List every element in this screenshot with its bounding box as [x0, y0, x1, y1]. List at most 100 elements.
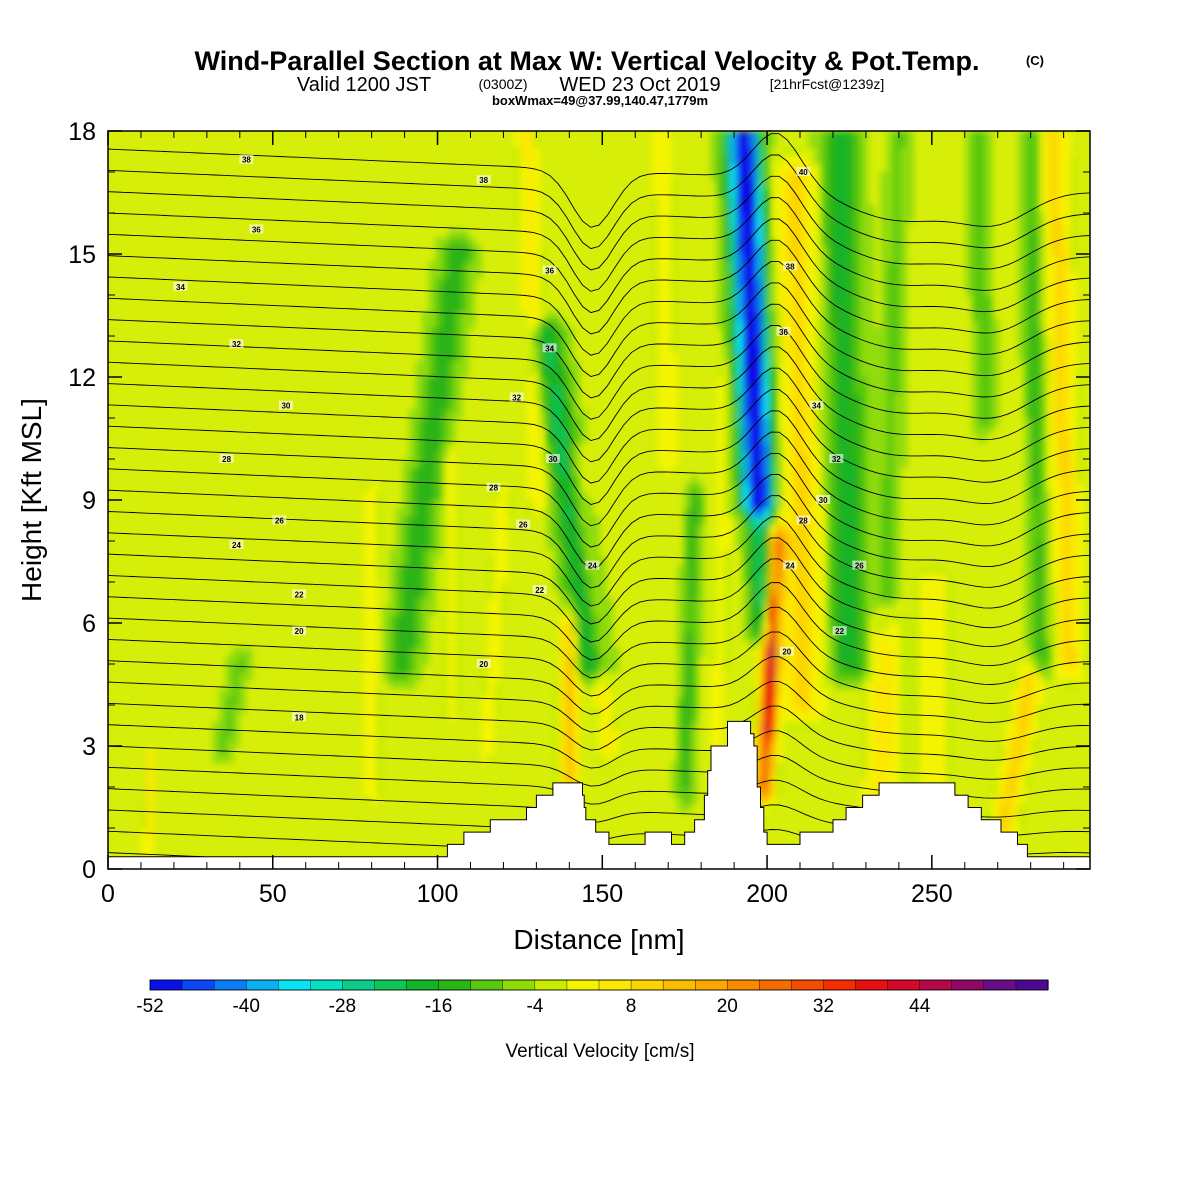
- velocity-cell: [893, 688, 901, 698]
- velocity-cell: [815, 418, 823, 427]
- velocity-cell: [762, 262, 770, 271]
- velocity-cell: [396, 672, 404, 681]
- velocity-cell: [762, 204, 770, 214]
- velocity-cell: [887, 319, 895, 329]
- velocity-cell: [854, 541, 862, 550]
- velocity-cell: [749, 377, 757, 386]
- colorbar-tick-label: 32: [813, 996, 834, 1017]
- velocity-cell: [729, 319, 737, 329]
- velocity-cell: [710, 541, 718, 550]
- velocity-cell: [428, 418, 436, 427]
- velocity-cell: [795, 360, 803, 370]
- velocity-cell: [389, 655, 397, 665]
- velocity-cell: [919, 639, 927, 649]
- velocity-cell: [736, 196, 744, 206]
- velocity-cell: [1024, 352, 1032, 362]
- velocity-cell: [762, 778, 770, 788]
- velocity-cell: [867, 327, 875, 337]
- velocity-cell: [690, 647, 698, 657]
- velocity-cell: [769, 475, 777, 485]
- velocity-cell: [1004, 770, 1012, 780]
- velocity-cell: [808, 508, 816, 517]
- velocity-cell: [566, 483, 574, 493]
- velocity-cell: [893, 286, 901, 296]
- velocity-cell: [834, 680, 842, 690]
- velocity-cell: [651, 131, 659, 140]
- velocity-cell: [985, 418, 993, 427]
- velocity-cell: [749, 139, 757, 148]
- velocity-cell: [887, 303, 895, 312]
- velocity-cell: [723, 647, 731, 657]
- velocity-cell: [487, 721, 495, 731]
- velocity-cell: [232, 647, 240, 657]
- velocity-cell: [716, 557, 724, 567]
- velocity-cell: [808, 557, 816, 567]
- velocity-cell: [1031, 139, 1039, 148]
- velocity-cell: [834, 180, 842, 189]
- velocity-cell: [1076, 434, 1084, 444]
- velocity-cell: [1057, 278, 1065, 288]
- velocity-cell: [657, 377, 665, 386]
- velocity-cell: [867, 221, 875, 230]
- velocity-cell: [782, 434, 790, 444]
- velocity-cell: [1037, 614, 1045, 624]
- velocity-cell: [1070, 221, 1078, 230]
- velocity-cell: [684, 696, 692, 706]
- velocity-cell: [1024, 270, 1032, 280]
- velocity-cell: [448, 631, 456, 640]
- velocity-cell: [867, 426, 875, 435]
- velocity-cell: [494, 647, 502, 657]
- velocity-cell: [756, 598, 764, 608]
- velocity-cell: [847, 147, 855, 157]
- velocity-cell: [1076, 418, 1084, 427]
- velocity-cell: [520, 213, 528, 222]
- velocity-cell: [422, 573, 430, 583]
- velocity-cell: [900, 147, 908, 157]
- velocity-cell: [1024, 729, 1032, 739]
- velocity-cell: [1044, 237, 1052, 247]
- velocity-cell: [677, 746, 685, 755]
- velocity-cell: [775, 696, 783, 706]
- velocity-cell: [782, 204, 790, 214]
- velocity-cell: [605, 688, 613, 698]
- velocity-cell: [1050, 418, 1058, 427]
- velocity-cell: [887, 434, 895, 444]
- velocity-cell: [729, 352, 737, 362]
- velocity-cell: [900, 450, 908, 460]
- velocity-cell: [788, 582, 796, 591]
- velocity-cell: [232, 729, 240, 739]
- velocity-cell: [677, 655, 685, 665]
- velocity-cell: [1070, 532, 1078, 542]
- velocity-cell: [834, 557, 842, 567]
- velocity-cell: [900, 680, 908, 690]
- velocity-cell: [363, 754, 371, 763]
- velocity-cell: [1011, 762, 1019, 772]
- velocity-cell: [749, 696, 757, 706]
- velocity-cell: [769, 508, 777, 517]
- velocity-cell: [762, 278, 770, 288]
- velocity-cell: [978, 180, 986, 189]
- velocity-cell: [664, 434, 672, 444]
- velocity-cell: [723, 237, 731, 247]
- velocity-cell: [455, 524, 463, 534]
- velocity-cell: [860, 508, 868, 517]
- velocity-cell: [599, 721, 607, 731]
- velocity-cell: [782, 623, 790, 632]
- velocity-cell: [939, 680, 947, 690]
- velocity-cell: [978, 409, 986, 419]
- velocity-cell: [749, 131, 757, 140]
- velocity-cell: [847, 434, 855, 444]
- velocity-cell: [1037, 221, 1045, 230]
- velocity-cell: [533, 180, 541, 189]
- velocity-cell: [396, 549, 404, 558]
- velocity-cell: [874, 729, 882, 739]
- velocity-cell: [697, 541, 705, 550]
- velocity-cell: [1076, 426, 1084, 435]
- velocity-cell: [880, 475, 888, 485]
- velocity-cell: [219, 754, 227, 763]
- velocity-cell: [1070, 500, 1078, 509]
- velocity-cell: [880, 623, 888, 632]
- colorbar-swatch: [342, 979, 376, 991]
- velocity-cell: [448, 270, 456, 280]
- velocity-cell: [520, 188, 528, 198]
